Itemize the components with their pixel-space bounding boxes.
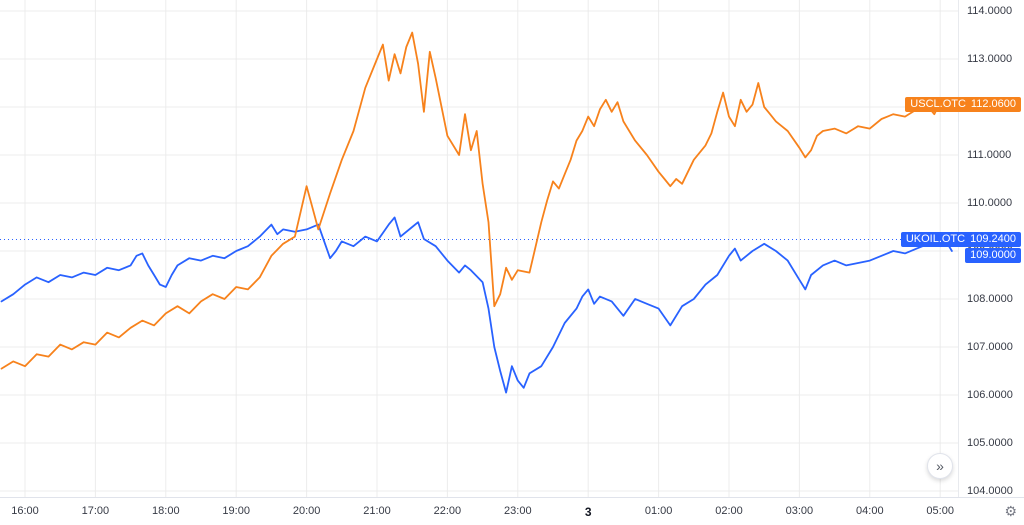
time-axis-label: 21:00 — [363, 505, 391, 517]
series-line-UKOIL.OTC — [0, 216, 953, 394]
ukoil-price-badge: UKOIL.OTC 109.2400 — [900, 231, 1021, 247]
price-axis-label: 104.0000 — [967, 485, 1013, 497]
uscl-price-value: 112.0600 — [970, 97, 1016, 110]
time-axis-label: 17:00 — [81, 505, 110, 517]
price-axis-label: 113.0000 — [967, 53, 1013, 65]
time-axis-label: 18:00 — [152, 505, 180, 517]
series-line-USCL.OTC — [0, 31, 953, 370]
uscl-price-badge: USCL.OTC 112.0600 — [905, 96, 1021, 112]
price-axis-label: 114.0000 — [967, 5, 1013, 17]
ukoil-symbol-label: UKOIL.OTC — [905, 232, 966, 245]
time-axis-label: 03:00 — [785, 505, 814, 517]
ukoil-last-price-value: 109.0000 — [970, 248, 1016, 261]
chart-canvas — [0, 0, 958, 497]
scroll-to-realtime-button[interactable]: » — [927, 453, 953, 479]
time-axis-label: 20:00 — [292, 505, 321, 517]
chart-plot-area[interactable]: » — [0, 0, 958, 497]
price-axis-label: 111.0000 — [967, 149, 1012, 161]
ukoil-last-price-badge: 109.0000 — [965, 247, 1021, 263]
time-axis-label: 16:00 — [11, 505, 39, 517]
time-axis-label: 19:00 — [222, 505, 250, 517]
time-axis-label: 22:00 — [433, 505, 462, 517]
price-axis-label: 106.0000 — [967, 389, 1013, 401]
time-axis-label: 01:00 — [644, 505, 673, 517]
time-axis-label: 04:00 — [856, 505, 884, 517]
price-axis-label: 105.0000 — [967, 437, 1013, 449]
time-axis-label: 05:00 — [926, 505, 954, 517]
price-axis-label: 107.0000 — [967, 341, 1013, 353]
time-axis-label: 02:00 — [715, 505, 743, 517]
axis-settings-gear-icon[interactable]: ⚙ — [1004, 503, 1017, 519]
ukoil-price-value: 109.2400 — [970, 232, 1016, 245]
uscl-symbol-label: USCL.OTC — [910, 97, 966, 110]
price-axis-label: 108.0000 — [967, 293, 1013, 305]
time-axis-label: 23:00 — [504, 505, 532, 517]
time-axis[interactable]: ⚙ 16:00 17:00 18:00 19:00 20:00 21:00 22:00 23:… — [0, 497, 1024, 525]
price-axis-label: 110.0000 — [967, 197, 1013, 209]
time-axis-day-marker: 3 — [584, 505, 592, 519]
